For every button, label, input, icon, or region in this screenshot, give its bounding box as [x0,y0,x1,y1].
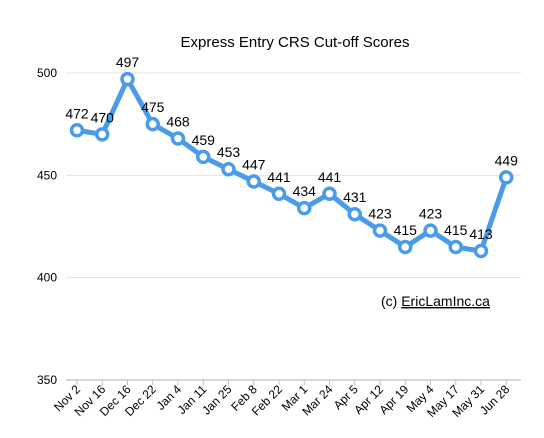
data-point [297,200,312,216]
data-point [372,223,388,238]
credit-prefix: (c) [381,293,401,309]
data-point [246,174,261,189]
data-point [499,170,514,185]
data-label: 431 [343,189,367,205]
data-point [170,131,186,146]
data-label: 434 [293,183,317,199]
y-tick-label: 450 [37,168,57,182]
data-label: 459 [192,132,216,148]
data-label: 470 [91,109,115,125]
data-point [322,186,337,202]
data-label: 472 [65,105,89,121]
data-label: 423 [419,206,443,222]
y-tick-label: 350 [37,373,57,387]
data-label: 413 [469,226,493,242]
data-label: 497 [116,54,140,70]
data-label: 475 [141,99,165,115]
data-labels: 472 4704974754684594534474414344414314234… [65,54,518,242]
data-point [347,206,362,222]
data-point [120,71,135,87]
data-point [423,223,438,238]
y-tick-label: 400 [37,271,57,285]
data-point [69,123,85,138]
credit-link[interactable]: EricLamInc.ca [401,293,490,309]
data-label: 415 [394,222,418,238]
data-label: 441 [318,169,342,185]
x-tick-label: Jun 28 [477,382,513,418]
series-markers [69,71,514,259]
x-tick-label: Jan 25 [199,382,235,418]
data-label: 453 [217,144,241,160]
data-label: 468 [166,113,190,129]
data-label: 447 [242,156,266,172]
data-point [95,127,110,142]
data-label: 449 [495,152,519,168]
data-point [398,239,413,255]
data-point [473,243,489,259]
copyright-credit: (c) EricLamInc.ca [381,293,490,309]
data-point [221,161,236,177]
y-tick-label: 500 [37,66,57,80]
data-label: 415 [444,222,468,238]
data-point [448,239,463,255]
y-axis-tick-labels: 500 450 400 350 [37,66,57,387]
data-label: 441 [267,169,291,185]
x-axis [76,380,507,385]
data-label: 423 [368,206,392,222]
data-point [271,186,287,202]
gridlines [66,72,521,381]
data-point [196,149,211,165]
data-point [145,116,160,132]
x-tick-label: Apr 19 [376,382,411,417]
chart-title: Express Entry CRS Cut-off Scores [181,34,410,51]
